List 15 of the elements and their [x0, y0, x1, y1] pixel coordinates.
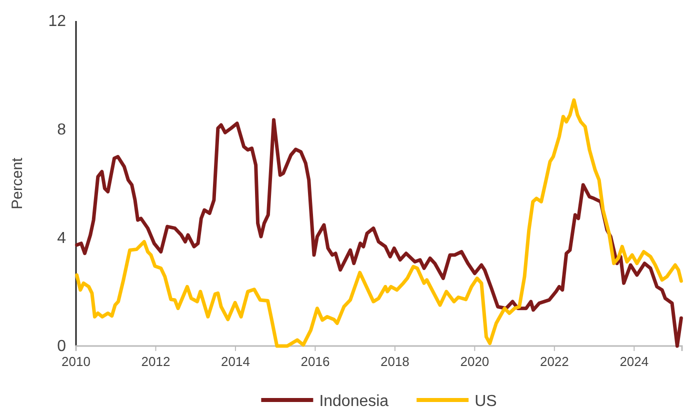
- x-tick-label: 2016: [300, 354, 330, 370]
- x-tick-label: 2020: [460, 354, 490, 370]
- y-tick-label: 0: [57, 338, 66, 356]
- y-tick-label: 8: [57, 121, 66, 138]
- x-tick-label: 2018: [380, 354, 410, 370]
- x-tick-label: 2022: [540, 354, 569, 370]
- y-tick-label: 4: [57, 230, 66, 247]
- y-axis-title: Percent: [9, 156, 26, 210]
- x-tick-label: 2024: [620, 354, 649, 370]
- y-tick-label: 12: [48, 13, 66, 30]
- legend-label: Indonesia: [319, 393, 389, 410]
- x-tick-label: 2010: [62, 354, 90, 370]
- x-tick-label: 2014: [221, 354, 250, 370]
- x-tick-label: 2012: [141, 354, 170, 370]
- legend-label: US: [474, 393, 497, 410]
